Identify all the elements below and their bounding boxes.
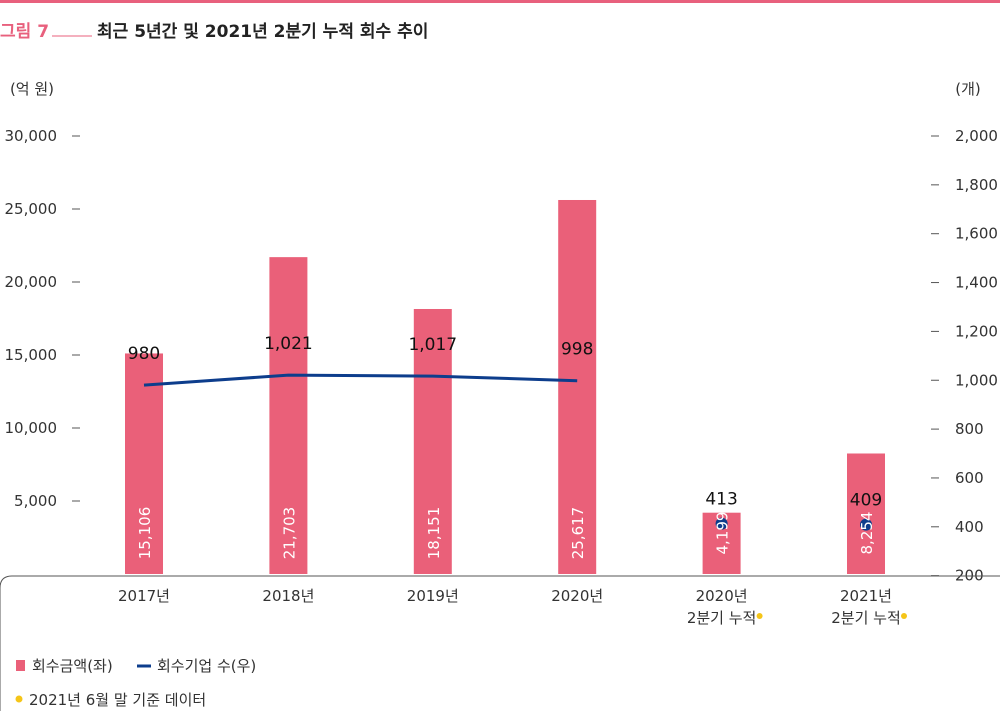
category-note-dot — [756, 613, 763, 619]
left-axis-ticks: 5,000 10,000 15,000 20,000 25,000 30,000 — [5, 127, 80, 510]
left-tick-label: 5,000 — [14, 492, 57, 510]
line-series — [143, 373, 872, 531]
line-data-label: 1,017 — [408, 335, 457, 355]
line-data-label: 980 — [128, 344, 160, 364]
line-data-label: 413 — [705, 490, 737, 510]
footnote-text: 2021년 6월 말 기준 데이터 — [29, 691, 206, 709]
right-tick-label: 800 — [955, 420, 984, 438]
line-marker — [860, 518, 872, 531]
right-tick-label: 1,600 — [955, 225, 998, 243]
right-tick-label: 1,400 — [955, 274, 998, 292]
bar — [847, 453, 885, 574]
left-tick-label: 10,000 — [5, 419, 58, 437]
category-label: 2021년 — [840, 587, 892, 605]
top-accent-line — [0, 0, 1000, 3]
category-note-dot — [901, 613, 907, 619]
bar-series — [125, 199, 885, 574]
right-tick-label: 400 — [955, 518, 984, 536]
bar — [558, 199, 597, 574]
legend-bar-label: 회수금액(좌) — [32, 657, 113, 675]
bar-data-label: 18,151 — [425, 507, 443, 560]
right-tick-label: 2,000 — [955, 127, 998, 145]
footnote-dot — [15, 695, 23, 703]
bar — [125, 353, 163, 574]
plot-bottom-frame — [0, 575, 1000, 711]
legend: 회수금액(좌) 회수기업 수(우) — [16, 657, 256, 675]
legend-bar-swatch — [16, 660, 25, 671]
left-axis-unit: (억 원) — [10, 80, 54, 98]
right-tick-label: 1,000 — [955, 371, 998, 389]
bar — [413, 308, 452, 574]
right-tick-label: 600 — [955, 469, 984, 487]
category-label: 2분기 누적 — [831, 609, 901, 627]
category-label: 2분기 누적 — [687, 609, 757, 627]
category-label: 2017년 — [118, 587, 170, 605]
line-path — [143, 373, 578, 387]
bar-data-label: 21,703 — [280, 507, 298, 560]
line-data-label: 409 — [850, 491, 882, 511]
right-tick-label: 1,800 — [955, 176, 998, 194]
chart-title: 최근 5년간 및 2021년 2분기 누적 회수 추이 — [97, 22, 428, 42]
right-axis-unit: (개) — [955, 80, 981, 98]
line-data-label: 1,021 — [264, 334, 313, 354]
left-tick-label: 25,000 — [5, 200, 58, 218]
category-label: 2018년 — [262, 587, 314, 605]
bar-data-label: 15,106 — [136, 507, 154, 560]
line-data-label: 998 — [561, 340, 593, 360]
line-marker — [715, 517, 728, 530]
bar-data-labels: 15,106 21,703 18,151 25,617 4,199 8,254 — [136, 507, 876, 560]
legend-line-label: 회수기업 수(우) — [157, 657, 256, 675]
figure-label: 그림 7 — [0, 22, 49, 42]
category-label: 2019년 — [407, 587, 459, 605]
bar — [269, 257, 308, 574]
bar-data-label: 25,617 — [569, 507, 587, 560]
bar-data-label: 4,199 — [714, 512, 732, 555]
line-data-labels: 980 1,021 1,017 998 413 409 — [128, 334, 882, 510]
category-axis-labels: 2017년 2018년 2019년 2020년 2020년 2분기 누적 2021년 2분기 … — [118, 587, 907, 627]
left-tick-label: 20,000 — [5, 273, 58, 291]
category-label: 2020년 — [696, 587, 748, 605]
right-tick-label: 1,200 — [955, 322, 998, 340]
category-label: 2020년 — [551, 587, 603, 605]
bar-data-label: 8,254 — [858, 512, 876, 555]
right-axis-ticks: 2004006008001,0001,2001,4001,6001,8002,0… — [931, 127, 998, 585]
left-tick-label: 15,000 — [5, 346, 58, 364]
left-tick-label: 30,000 — [5, 127, 58, 145]
